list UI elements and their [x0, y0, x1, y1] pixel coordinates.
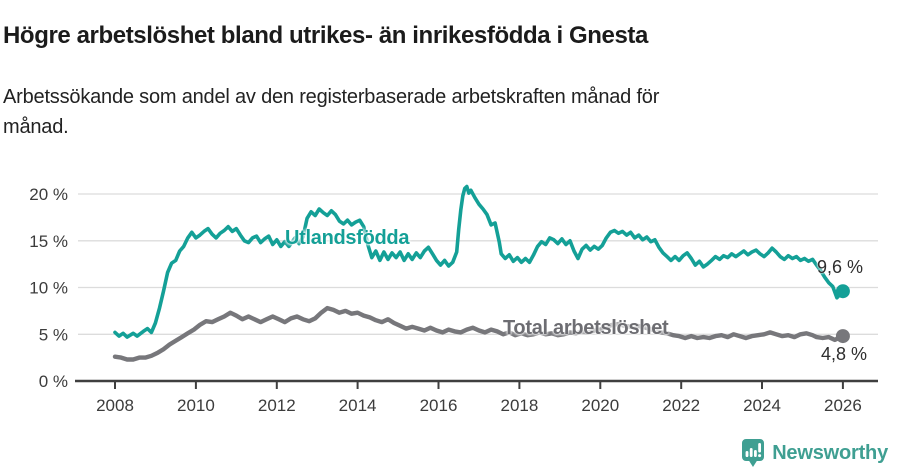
x-axis-tick-label: 2010 — [177, 396, 215, 415]
series-line-total — [112, 305, 846, 362]
series-end-dot-utlandsfodda — [835, 284, 850, 299]
page-title: Högre arbetslöshet bland utrikes- än inr… — [3, 22, 648, 50]
chart-subtitle: Arbetssökande som andel av den registerb… — [3, 82, 863, 142]
end-value-label-total: 4,8 % — [821, 344, 868, 364]
series-label-utlandsfodda: Utlandsfödda — [285, 227, 410, 249]
x-axis-tick-label: 2024 — [743, 396, 781, 415]
subtitle-line-1: Arbetssökande som andel av den registerb… — [3, 86, 660, 108]
end-value-label-utlandsfodda: 9,6 % — [817, 257, 864, 277]
x-axis-tick-label: 2018 — [500, 396, 538, 415]
y-axis-tick-label: 10 % — [29, 279, 68, 298]
x-axis-tick-label: 2016 — [420, 396, 458, 415]
newsworthy-logo: Newsworthy — [741, 438, 888, 468]
logo-bar-2 — [749, 448, 753, 457]
y-axis-tick-label: 20 % — [29, 185, 68, 204]
x-axis-tick-label: 2014 — [339, 396, 377, 415]
newsworthy-logo-icon — [742, 439, 765, 467]
y-axis-tick-label: 0 % — [39, 372, 68, 391]
x-axis-tick-label: 2022 — [662, 396, 700, 415]
logo-exclaim-bar — [758, 443, 762, 453]
series-end-dot-total — [835, 329, 850, 344]
series-line-utlandsfodda — [113, 184, 845, 339]
y-axis-tick-label: 15 % — [29, 232, 68, 251]
brand-name: Newsworthy — [772, 441, 888, 464]
series-label-total-arbetsloshet: Total arbetslöshet — [503, 317, 669, 339]
logo-bubble-shape — [742, 439, 765, 467]
logo-exclaim-dot — [758, 454, 762, 458]
x-axis-tick-label: 2020 — [581, 396, 619, 415]
x-axis-tick-label: 2012 — [258, 396, 296, 415]
x-axis-tick-label: 2008 — [96, 396, 134, 415]
subtitle-line-2: månad. — [3, 116, 69, 138]
x-axis-tick-label: 2026 — [824, 396, 862, 415]
logo-bar-3 — [754, 450, 757, 457]
y-axis-tick-label: 5 % — [39, 325, 68, 344]
logo-bar-1 — [745, 451, 749, 457]
